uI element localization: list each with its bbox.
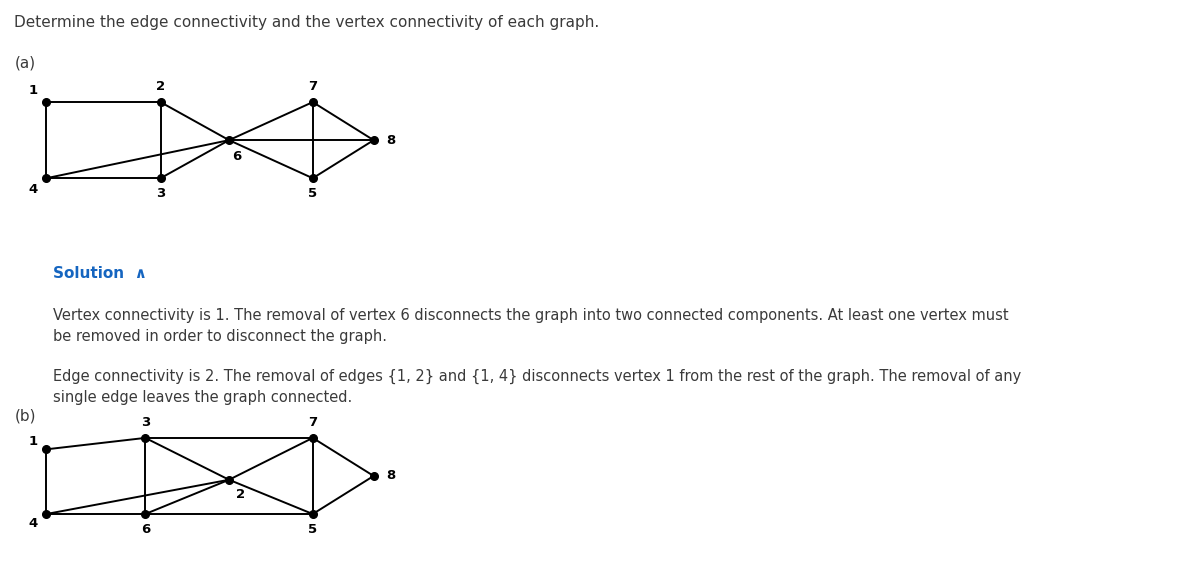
Text: 8: 8 [385,470,395,482]
Text: 1: 1 [28,84,37,97]
Text: 2: 2 [236,488,245,502]
Text: 8: 8 [385,134,395,147]
Text: 6: 6 [232,151,241,164]
Text: 7: 7 [308,81,317,93]
Text: (b): (b) [14,409,36,424]
Text: Edge connectivity is 2. The removal of edges {1, 2} and {1, 4} disconnects verte: Edge connectivity is 2. The removal of e… [53,369,1021,405]
Text: 5: 5 [308,187,317,200]
Text: Solution  ∧: Solution ∧ [53,266,146,281]
Text: 2: 2 [156,81,166,93]
Text: (a): (a) [14,55,36,71]
Text: 3: 3 [140,416,150,429]
Text: Vertex connectivity is 1. The removal of vertex 6 disconnects the graph into two: Vertex connectivity is 1. The removal of… [53,308,1008,345]
Text: 5: 5 [308,523,317,536]
Text: 4: 4 [28,183,37,196]
Text: 4: 4 [28,517,37,530]
Text: 7: 7 [308,416,317,429]
Text: Determine the edge connectivity and the vertex connectivity of each graph.: Determine the edge connectivity and the … [14,15,600,30]
Text: 6: 6 [140,523,150,536]
Text: 3: 3 [156,187,166,200]
Text: 1: 1 [28,435,37,448]
